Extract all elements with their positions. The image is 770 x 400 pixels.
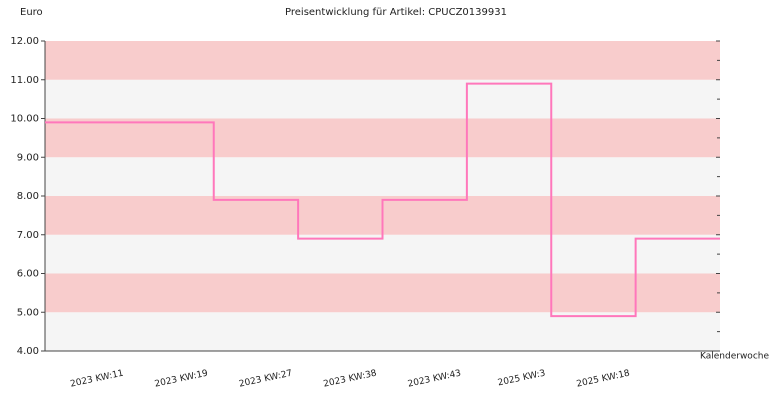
background-band [45, 273, 720, 313]
background-band [45, 118, 720, 158]
x-tick-label: 2025 KW:18 [576, 369, 631, 390]
y-tick-label: 11.00 [10, 75, 39, 86]
x-tick-label: 2023 KW:43 [407, 369, 462, 390]
y-axis-label: Euro [20, 7, 43, 18]
chart-title: Preisentwicklung für Artikel: CPUCZ01399… [285, 7, 507, 18]
y-tick-label: 9.00 [17, 152, 39, 163]
y-tick-label: 7.00 [17, 230, 39, 241]
x-axis-label: Kalenderwoche [700, 352, 769, 362]
price-line [45, 82, 720, 318]
background-band [45, 312, 720, 351]
y-tick-label: 5.00 [17, 307, 39, 318]
x-tick-label: 2023 KW:38 [323, 369, 378, 390]
y-tick-label: 6.00 [17, 269, 39, 280]
x-tick-label: 2023 KW:27 [238, 369, 293, 390]
y-tick-label: 4.00 [17, 346, 39, 357]
x-tick-label: 2023 KW:11 [69, 369, 124, 390]
x-tick-label: 2023 KW:19 [154, 369, 209, 390]
x-tick-label: 2025 KW:3 [497, 369, 547, 389]
y-tick-label: 10.00 [10, 114, 39, 125]
background-band [45, 41, 720, 80]
y-tick-label: 8.00 [17, 191, 39, 202]
background-band [45, 157, 720, 196]
y-tick-label: 12.00 [10, 36, 39, 47]
background-band [45, 234, 720, 274]
background-band [45, 79, 720, 119]
